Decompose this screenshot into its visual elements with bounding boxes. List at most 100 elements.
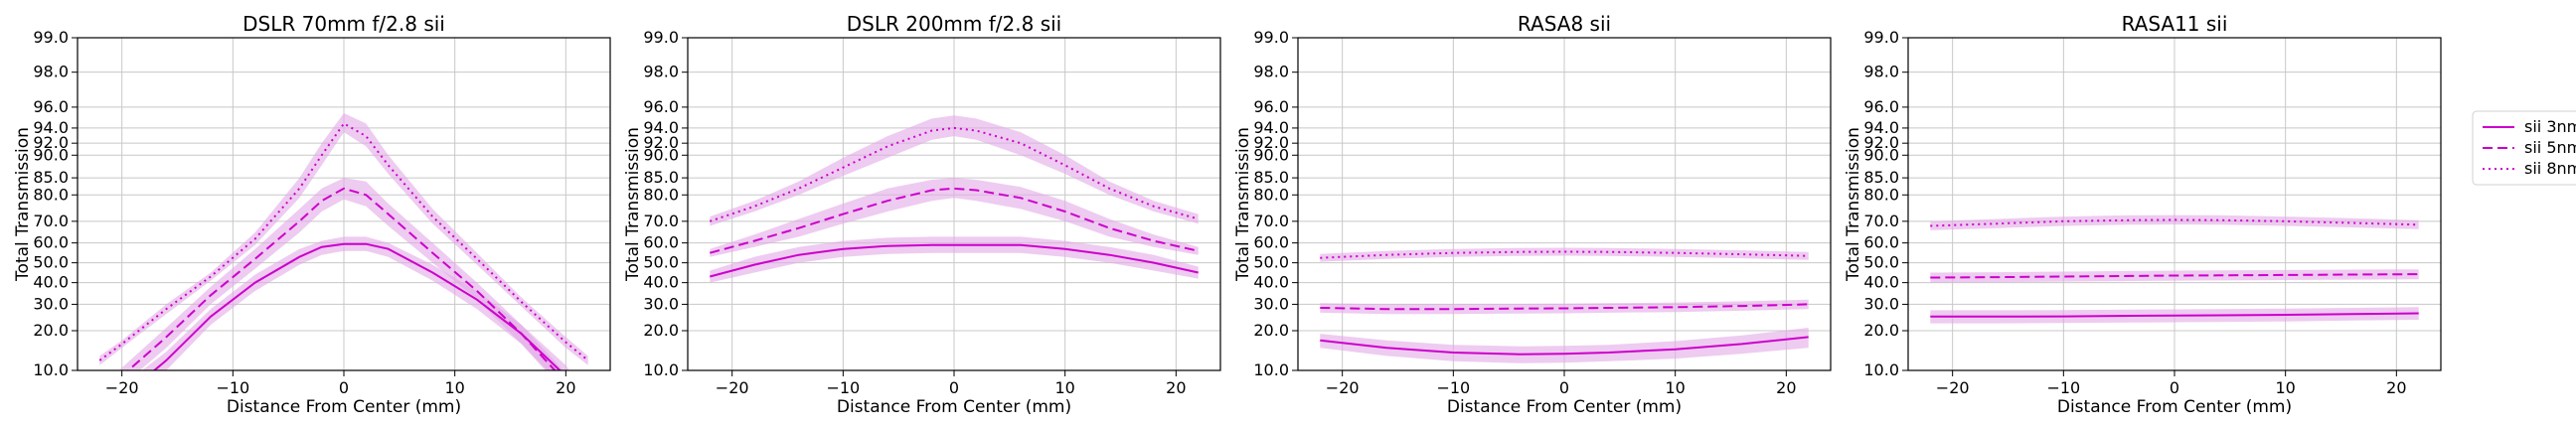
- y-tick-label: 70.0: [643, 212, 679, 230]
- plot-frame: [1907, 37, 2442, 371]
- y-tick-label: 70.0: [33, 212, 69, 230]
- y-tick-label: 99.0: [1253, 28, 1289, 47]
- x-axis-label: Distance From Center (mm): [837, 397, 1071, 417]
- y-tick-label: 60.0: [1863, 233, 1899, 252]
- plot-frame: [687, 37, 1221, 371]
- y-tick-label: 85.0: [643, 168, 679, 187]
- x-tick-label: −20: [1326, 378, 1360, 397]
- y-tick-label: 50.0: [1863, 253, 1899, 272]
- plot-frame: [1297, 37, 1832, 371]
- uncertainty-band-sii-5nm: [1320, 299, 1809, 315]
- series-line-sii-8nm: [1930, 218, 2419, 227]
- y-tick-label: 92.0: [1253, 133, 1289, 152]
- y-tick-label: 99.0: [1863, 28, 1899, 47]
- legend-box: [2472, 110, 2576, 186]
- series-line-sii-5nm: [126, 187, 557, 370]
- series-line-sii-3nm: [1930, 312, 2419, 318]
- x-tick-label: 20: [556, 378, 575, 397]
- chart-title: RASA8 sii: [1518, 12, 1611, 36]
- y-tick-label: 50.0: [643, 253, 679, 272]
- y-tick-label: 99.0: [643, 28, 679, 47]
- x-tick-label: 0: [1559, 378, 1569, 397]
- x-tick-label: 20: [1776, 378, 1796, 397]
- y-tick-label: 80.0: [643, 185, 679, 204]
- x-tick-label: −20: [105, 378, 139, 397]
- y-tick-label: 98.0: [1863, 63, 1899, 81]
- y-tick-label: 10.0: [643, 360, 679, 379]
- x-tick-label: −10: [1436, 378, 1470, 397]
- x-tick-label: 0: [949, 378, 959, 397]
- y-tick-label: 85.0: [33, 168, 69, 187]
- x-tick-label: 10: [444, 378, 464, 397]
- y-tick-label: 90.0: [1253, 145, 1289, 164]
- y-tick-label: 40.0: [643, 273, 679, 292]
- subplot-2: 10.0 20.0 30.0 40.050.060.0 70.0 80.085.0 90.0…: [623, 12, 1221, 417]
- x-tick-label: 10: [1054, 378, 1074, 397]
- series-line-sii-8nm: [1320, 250, 1809, 259]
- y-tick-label: 96.0: [1253, 97, 1289, 116]
- series-line-sii-3nm: [152, 242, 562, 370]
- y-tick-label: 10.0: [33, 360, 69, 379]
- y-tick-label: 20.0: [33, 321, 69, 340]
- y-tick-label: 96.0: [33, 97, 69, 116]
- y-tick-label: 98.0: [643, 63, 679, 81]
- y-tick-label: 20.0: [1863, 321, 1899, 340]
- y-tick-label: 10.0: [1253, 360, 1289, 379]
- y-tick-label: 92.0: [1863, 133, 1899, 152]
- y-tick-label: 20.0: [643, 321, 679, 340]
- x-tick-label: 10: [1665, 378, 1685, 397]
- legend: sii 3nm sii 5nm sii 8nm: [2472, 110, 2576, 186]
- y-tick-label: 85.0: [1863, 168, 1899, 187]
- subplot-3: 10.0 20.0 30.0 40.050.060.0 70.0 80.085.0 90.0…: [1233, 12, 1832, 417]
- series-line-sii-8nm: [709, 126, 1199, 222]
- y-tick-label: 40.0: [1863, 273, 1899, 292]
- y-tick-label: 40.0: [33, 273, 69, 292]
- y-tick-label: 80.0: [33, 185, 69, 204]
- x-tick-label: 20: [2386, 378, 2406, 397]
- y-tick-label: 70.0: [1863, 212, 1899, 230]
- x-axis-label: Distance From Center (mm): [1447, 397, 1682, 417]
- x-axis-label: Distance From Center (mm): [2057, 397, 2292, 417]
- y-tick-label: 80.0: [1863, 185, 1899, 204]
- y-tick-label: 96.0: [643, 97, 679, 116]
- x-axis-label: Distance From Center (mm): [227, 397, 461, 417]
- y-tick-label: 60.0: [33, 233, 69, 252]
- y-tick-label: 80.0: [1253, 185, 1289, 204]
- series-line-sii-5nm: [1320, 303, 1809, 311]
- y-tick-label: 30.0: [643, 294, 679, 313]
- y-tick-label: 40.0: [1253, 273, 1289, 292]
- y-tick-label: 98.0: [33, 63, 69, 81]
- series-line-sii-8nm: [98, 122, 589, 361]
- y-tick-label: 30.0: [1253, 294, 1289, 313]
- legend-label: sii 8nm: [2524, 159, 2576, 178]
- y-tick-label: 90.0: [33, 145, 69, 164]
- y-tick-label: 92.0: [643, 133, 679, 152]
- y-axis-label: Total Transmission: [13, 127, 33, 282]
- y-tick-label: 20.0: [1253, 321, 1289, 340]
- x-tick-label: −10: [2046, 378, 2080, 397]
- x-tick-label: −10: [216, 378, 249, 397]
- y-tick-label: 60.0: [643, 233, 679, 252]
- series-line-sii-5nm: [710, 187, 1199, 254]
- y-axis-label: Total Transmission: [1844, 127, 1863, 282]
- subplot-4: 10.0 20.0 30.0 40.050.060.0 70.0 80.085.0 90.0…: [1844, 12, 2442, 417]
- chart-title: DSLR 70mm f/2.8 sii: [242, 12, 445, 36]
- subplot-1: 10.0 20.0 30.0 40.050.060.0 70.0 80.085.0 90.0…: [13, 12, 611, 417]
- chart-title: RASA11 sii: [2122, 12, 2228, 36]
- x-tick-label: −10: [826, 378, 860, 397]
- y-tick-label: 90.0: [643, 145, 679, 164]
- y-tick-label: 98.0: [1253, 63, 1289, 81]
- y-axis-label: Total Transmission: [623, 127, 643, 282]
- y-tick-label: 94.0: [1863, 118, 1899, 137]
- x-tick-label: 10: [2275, 378, 2295, 397]
- uncertainty-band-sii-3nm: [710, 236, 1199, 283]
- x-tick-label: 0: [2170, 378, 2179, 397]
- uncertainty-band-sii-8nm: [1320, 247, 1809, 262]
- y-tick-label: 10.0: [1863, 360, 1899, 379]
- y-tick-label: 85.0: [1253, 168, 1289, 187]
- x-tick-label: −20: [1936, 378, 1970, 397]
- y-tick-label: 99.0: [33, 28, 69, 47]
- series-line-sii-3nm: [1320, 336, 1809, 356]
- x-tick-label: 0: [339, 378, 349, 397]
